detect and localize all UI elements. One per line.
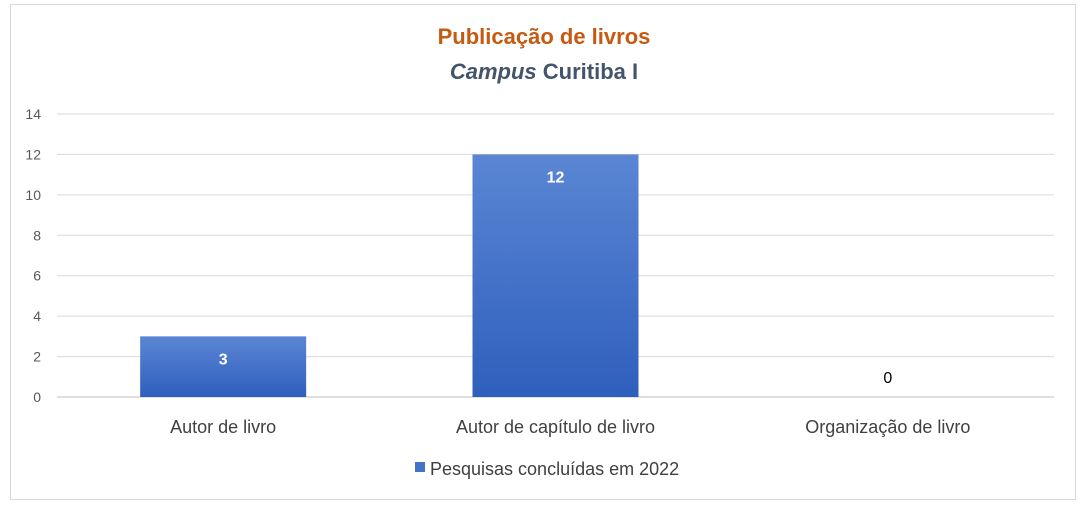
data-label: 3 [219,351,228,368]
y-tick-label: 8 [33,227,41,243]
legend-label: Pesquisas concluídas em 2022 [430,459,679,479]
data-label: 0 [883,370,892,387]
y-tick-label: 6 [33,268,41,284]
y-tick-label: 0 [33,389,41,405]
chart-subtitle: Campus Curitiba I [0,59,1088,85]
chart-subtitle-italic: Campus [449,59,537,84]
chart-title: Publicação de livros [437,24,651,49]
y-tick-label: 4 [33,308,41,324]
data-label: 12 [547,169,565,186]
bar [140,336,307,397]
chart-subtitle-rest: Curitiba I [536,59,639,84]
y-tick-label: 2 [33,349,41,365]
x-tick-label: Organização de livro [805,417,970,437]
y-tick-label: 14 [25,106,41,122]
x-tick-label: Autor de livro [170,417,276,437]
bar [472,154,639,397]
y-tick-label: 12 [25,146,41,162]
legend-swatch [415,462,425,472]
x-tick-label: Autor de capítulo de livro [456,417,655,437]
y-tick-label: 10 [25,187,41,203]
